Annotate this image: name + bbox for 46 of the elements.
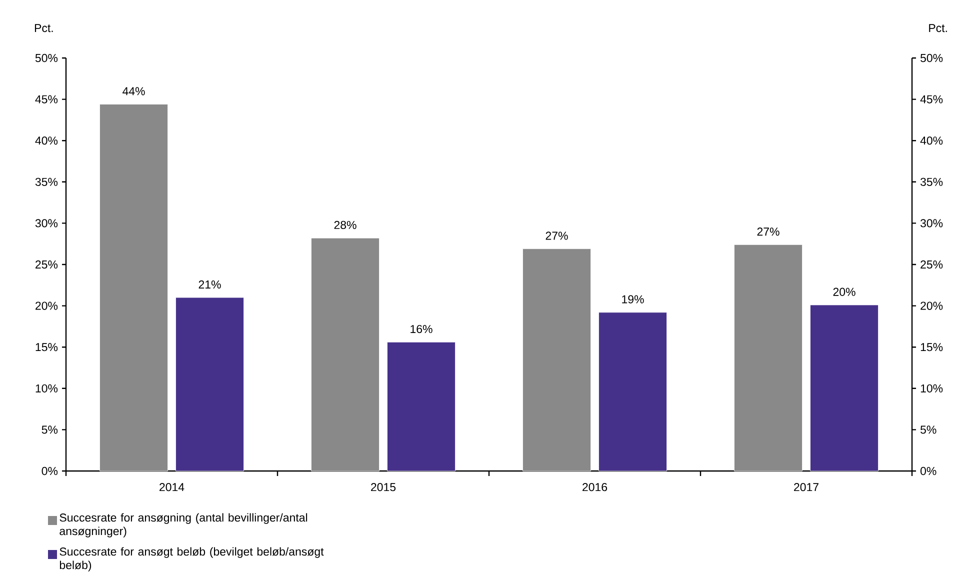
y-tick-label: 50%: [35, 54, 58, 62]
bar: [734, 244, 802, 472]
y-tick-label: 5%: [42, 426, 58, 434]
y-tick-label: 0%: [42, 466, 58, 476]
y2-tick-label: 40%: [920, 136, 943, 145]
data-label: 27%: [546, 232, 568, 240]
y2-tick-label: 5%: [920, 426, 936, 434]
bar: [810, 304, 878, 472]
y-tick-label: 30%: [35, 219, 58, 228]
y2-tick-label: 0%: [920, 466, 936, 476]
y2-tick-label: 25%: [920, 260, 943, 269]
bar: [598, 312, 667, 472]
bar: [311, 238, 380, 472]
y-tick-label: 15%: [36, 343, 58, 352]
data-label: 21%: [198, 280, 221, 288]
legend-label: Succesrate for ansøgning (antal bevillinger/antal ansøgninger): [60, 513, 308, 538]
y-tick-label: 45%: [35, 95, 58, 104]
y-tick-label: 40%: [35, 136, 58, 145]
x-tick-label: 2017: [794, 483, 818, 492]
y-tick-label: 35%: [35, 178, 58, 186]
data-label: 28%: [334, 220, 356, 230]
x-tick-label: 2016: [582, 483, 608, 492]
y-axis-title: Pct.: [34, 24, 53, 32]
y2-tick-label: 10%: [920, 384, 943, 392]
y2-tick-label: 45%: [920, 95, 943, 104]
y2-tick-label: 50%: [920, 54, 943, 62]
y2-tick-label: 15%: [920, 343, 943, 352]
data-label: 44%: [122, 87, 145, 96]
x-tick-label: 2015: [371, 483, 396, 492]
y2-tick-label: 20%: [920, 302, 943, 310]
y-tick-label: 25%: [36, 260, 58, 269]
x-tick-label: 2014: [160, 483, 184, 492]
legend-label: Succesrate for ansøgt beløb (bevilget beløb/ansøgt beløb): [60, 547, 324, 572]
data-label: 27%: [757, 228, 780, 236]
y2-tick-label: 30%: [920, 219, 943, 228]
bar: [100, 104, 168, 472]
y-tick-label: 20%: [36, 302, 58, 310]
data-label: 20%: [833, 288, 856, 296]
bar: [522, 248, 591, 472]
data-label: 19%: [622, 295, 644, 304]
y2-axis-title: Pct.: [929, 24, 947, 32]
bar: [176, 297, 244, 472]
data-label: 16%: [410, 324, 432, 334]
bar: [387, 342, 456, 472]
y2-tick-label: 35%: [920, 178, 943, 186]
y-tick-label: 10%: [36, 384, 58, 392]
